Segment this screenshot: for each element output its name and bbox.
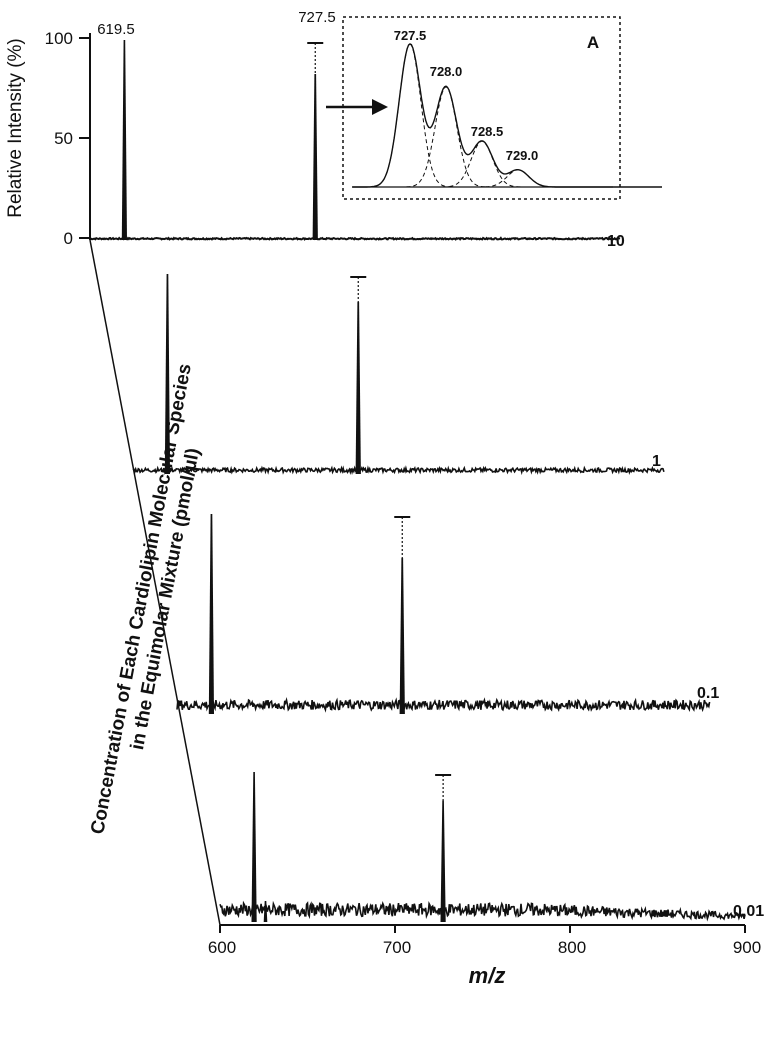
- inset-curves: [352, 43, 662, 188]
- x-tick-label: 900: [733, 938, 761, 957]
- spectrum-peak-1-727.5: [355, 302, 361, 474]
- y-tick-label: 0: [64, 229, 73, 248]
- spectrum-baseline-0.1: [176, 697, 711, 713]
- spectra-group: [89, 40, 746, 922]
- inset-letter: A: [587, 33, 599, 52]
- inset-envelope-curve: [352, 43, 662, 188]
- inset-arrow: [326, 99, 388, 115]
- x-tick-label: 800: [558, 938, 586, 957]
- spectrum-peak-0.01-727.5: [440, 800, 446, 922]
- spectrum-peak-0.01-619.5: [251, 772, 257, 922]
- x-tick-label: 600: [208, 938, 236, 957]
- peak-label-619-5: 619.5: [97, 21, 135, 38]
- x-tick-label: 700: [383, 938, 411, 957]
- inset-peak-label: 728.0: [430, 64, 463, 79]
- inset-peak-label: 727.5: [394, 28, 427, 43]
- inset-peak-label: 729.0: [506, 148, 539, 163]
- inset-isotope-component: [478, 169, 558, 188]
- spectrum-baseline-1: [132, 465, 665, 476]
- inset-isotope-component: [406, 86, 486, 188]
- spectrum-peak-10-727.5: [312, 74, 318, 240]
- concentration-axis-title-line1: Concentration of Each Cardiolipin Molecu…: [87, 362, 196, 836]
- spectrum-peak-1-619.5: [164, 274, 170, 474]
- spectrum-peak-0.01-626: [263, 901, 268, 922]
- spectrum-baseline-10: [89, 236, 621, 241]
- concentration-label-0-1: 0.1: [697, 685, 719, 702]
- x-axis: 600 700 800 900 m/z: [208, 924, 761, 988]
- inset-frame: [342, 16, 621, 200]
- x-axis-title: m/z: [469, 963, 506, 988]
- y-tick-label: 50: [54, 129, 73, 148]
- inset-peak-label: 728.5: [471, 124, 504, 139]
- y-tick-label: 100: [45, 29, 73, 48]
- peak-label-727-5: 727.5: [298, 9, 336, 26]
- spectrum-peak-10-619.5: [121, 40, 127, 240]
- perspective-guide-line: [89, 239, 221, 926]
- arrow-head: [372, 99, 388, 115]
- inset-panel: A 727.5 728.0 728.5 729.0: [342, 16, 662, 200]
- spectrum-peak-0.1-619.5: [208, 514, 214, 714]
- concentration-label-0-01: 0.01: [733, 903, 764, 920]
- spectrum-baseline-0.01: [219, 900, 746, 922]
- concentration-label-1: 1: [652, 453, 661, 470]
- spectrum-peak-0.1-727.5: [399, 558, 405, 714]
- y-axis-title: Relative Intensity (%): [5, 38, 26, 218]
- concentration-label-10: 10: [607, 233, 625, 250]
- y-axis: 100 50 0: [45, 29, 91, 248]
